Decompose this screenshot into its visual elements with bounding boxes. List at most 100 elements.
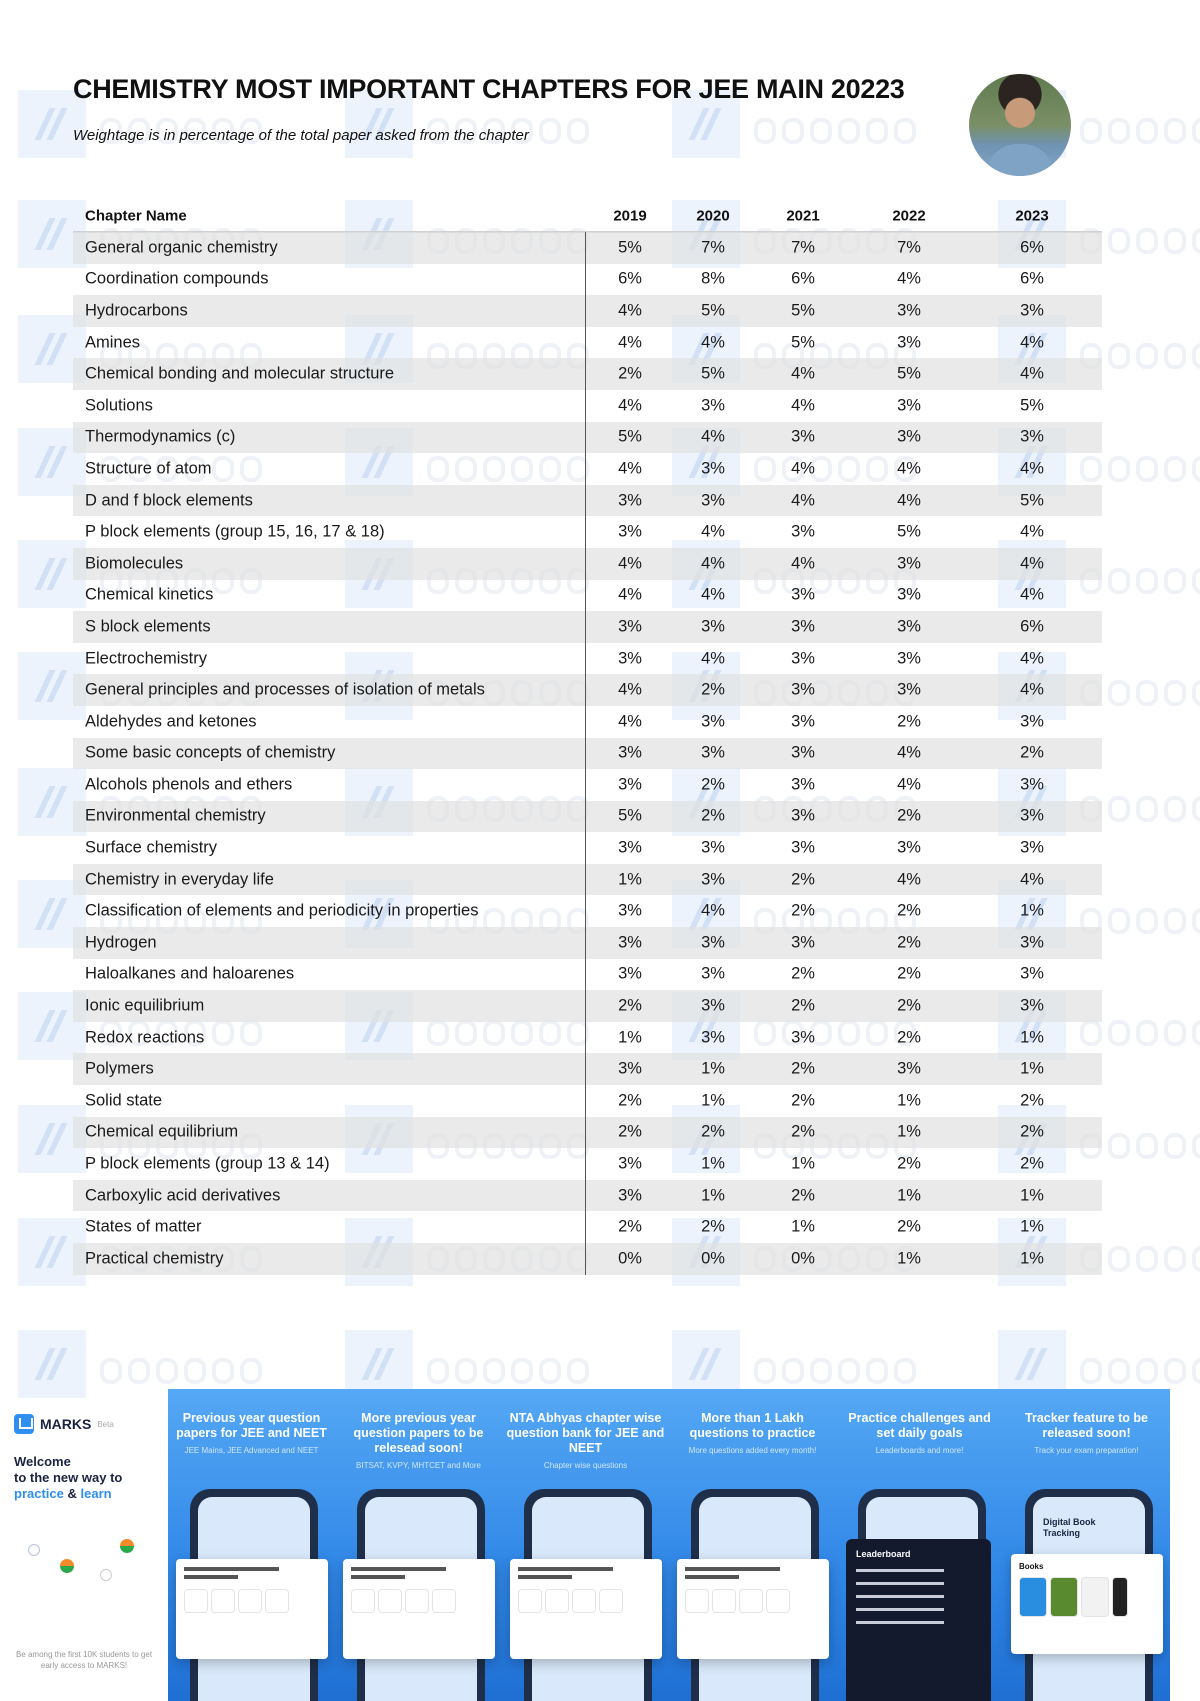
watermark	[18, 1330, 262, 1398]
weightage-cell: 2%	[897, 964, 921, 983]
weightage-cell: 3%	[897, 617, 921, 636]
weightage-cell: 3%	[897, 301, 921, 320]
weightage-cell: 3%	[701, 964, 725, 983]
table-row: States of matter 2% 2% 1% 2% 1%	[73, 1211, 1102, 1243]
weightage-cell: 1%	[701, 1154, 725, 1173]
weightage-cell: 3%	[618, 901, 642, 920]
feature-title: More than 1 Lakh questions to practice	[689, 1411, 816, 1440]
weightage-cell: 0%	[701, 1249, 725, 1268]
chapter-name-cell: Alcohols phenols and ethers	[85, 775, 293, 794]
watermark-wordmark	[427, 1344, 589, 1384]
weightage-cell: 2%	[791, 1091, 815, 1110]
weightage-cell: 4%	[1020, 870, 1044, 889]
feature-subtitle: BITSAT, KVPY, MHTCET and More	[356, 1461, 481, 1470]
weightage-cell: 3%	[791, 649, 815, 668]
chapter-name-cell: Aldehydes and ketones	[85, 712, 257, 731]
weightage-cell: 2%	[701, 680, 725, 699]
table-row: Structure of atom 4% 3% 4% 4% 4%	[73, 453, 1102, 485]
weightage-cell: 3%	[791, 427, 815, 446]
marks-brand: MARKS	[40, 1416, 92, 1432]
table-row: Classification of elements and periodici…	[73, 895, 1102, 927]
weightage-cell: 3%	[701, 459, 725, 478]
leaderboard-title: Leaderboard	[856, 1549, 911, 1559]
weightage-cell: 1%	[1020, 1249, 1044, 1268]
weightage-cell: 3%	[897, 585, 921, 604]
marks-promo-intro: MARKS Beta Welcome to the new way to pra…	[0, 1389, 168, 1701]
weightage-cell: 2%	[897, 933, 921, 952]
watermark-logo-icon	[998, 1330, 1066, 1398]
chapter-name-cell: P block elements (group 15, 16, 17 & 18)	[85, 522, 385, 541]
table-row: Carboxylic acid derivatives 3% 1% 2% 1% 1%	[73, 1179, 1102, 1212]
weightage-cell: 1%	[791, 1217, 815, 1236]
feature-subtitle: Chapter wise questions	[543, 1461, 628, 1470]
feature-subtitle: Track your exam preparation!	[1034, 1446, 1139, 1455]
weightage-cell: 7%	[897, 238, 921, 257]
feature-column: Practice challenges and set daily goals L…	[836, 1389, 1003, 1701]
weightage-cell: 4%	[618, 585, 642, 604]
weightage-cell: 4%	[897, 269, 921, 288]
weightage-cell: 3%	[701, 396, 725, 415]
weightage-cell: 3%	[618, 775, 642, 794]
feature-card	[510, 1559, 662, 1659]
page-title: CHEMISTRY MOST IMPORTANT CHAPTERS FOR JE…	[73, 74, 905, 104]
weightage-cell: 3%	[1020, 775, 1044, 794]
feature-subtitle: JEE Mains, JEE Advanced and NEET	[184, 1446, 319, 1455]
chapter-name-cell: Redox reactions	[85, 1028, 205, 1047]
table-row: Hydrogen 3% 3% 3% 2% 3%	[73, 927, 1102, 959]
books-label: Books	[1019, 1562, 1044, 1571]
weightage-cell: 3%	[618, 649, 642, 668]
weightage-cell: 4%	[701, 554, 725, 573]
table-row: Environmental chemistry 5% 2% 3% 2% 3%	[73, 800, 1102, 833]
chapter-name-cell: Some basic concepts of chemistry	[85, 743, 336, 762]
chapter-name-cell: Chemistry in everyday life	[85, 870, 274, 889]
weightage-cell: 2%	[701, 806, 725, 825]
table-row: P block elements (group 15, 16, 17 & 18)…	[73, 516, 1102, 548]
weightage-cell: 2%	[897, 712, 921, 731]
weightage-cell: 3%	[791, 680, 815, 699]
watermark-wordmark	[754, 104, 916, 144]
table-row: Aldehydes and ketones 4% 3% 3% 2% 3%	[73, 706, 1102, 738]
chapter-name-cell: Hydrocarbons	[85, 301, 188, 320]
chapter-name-cell: Haloalkanes and haloarenes	[85, 964, 295, 983]
column-header-year: 2022	[892, 207, 926, 225]
practice-word: practice	[14, 1486, 64, 1501]
weightage-cell: 3%	[897, 838, 921, 857]
weightage-cell: 2%	[618, 1091, 642, 1110]
welcome-line-2: to the new way to	[14, 1470, 123, 1485]
welcome-line-1: Welcome	[14, 1454, 71, 1469]
weightage-cell: 3%	[791, 933, 815, 952]
chapter-name-cell: Solutions	[85, 396, 153, 415]
chapter-name-cell: States of matter	[85, 1217, 202, 1236]
weightage-cell: 3%	[1020, 301, 1044, 320]
weightage-cell: 3%	[1020, 838, 1044, 857]
weightage-cell: 1%	[897, 1186, 921, 1205]
weightage-cell: 1%	[897, 1122, 921, 1141]
feature-column: Previous year question papers for JEE an…	[168, 1389, 335, 1701]
welcome-text: Welcome to the new way to practice & lea…	[14, 1454, 122, 1502]
weightage-cell: 2%	[897, 1217, 921, 1236]
table-row: Some basic concepts of chemistry 3% 3% 3% 4%…	[73, 737, 1102, 770]
weightage-cell: 3%	[618, 743, 642, 762]
watermark-wordmark	[1080, 1344, 1200, 1384]
weightage-cell: 3%	[701, 491, 725, 510]
weightage-cell: 5%	[791, 301, 815, 320]
weightage-cell: 3%	[618, 1154, 642, 1173]
weightage-cell: 4%	[791, 364, 815, 383]
weightage-cell: 4%	[701, 522, 725, 541]
table-row: Polymers 3% 1% 2% 3% 1%	[73, 1053, 1102, 1086]
feature-subtitle: More questions added every month!	[688, 1446, 817, 1455]
table-row: Biomolecules 4% 4% 4% 3% 4%	[73, 547, 1102, 580]
weightage-cell: 1%	[701, 1059, 725, 1078]
weightage-cell: 7%	[791, 238, 815, 257]
weightage-cell: 4%	[897, 459, 921, 478]
weightage-cell: 4%	[701, 333, 725, 352]
feature-title: Practice challenges and set daily goals	[848, 1411, 991, 1440]
column-header-year: 2020	[696, 207, 730, 225]
weightage-cell: 4%	[701, 901, 725, 920]
weightage-cell: 4%	[1020, 554, 1044, 573]
weightage-cell: 4%	[897, 775, 921, 794]
weightage-cell: 2%	[897, 996, 921, 1015]
weightage-cell: 3%	[618, 522, 642, 541]
weightage-cell: 2%	[618, 1217, 642, 1236]
table-row: General principles and processes of isol…	[73, 674, 1102, 706]
